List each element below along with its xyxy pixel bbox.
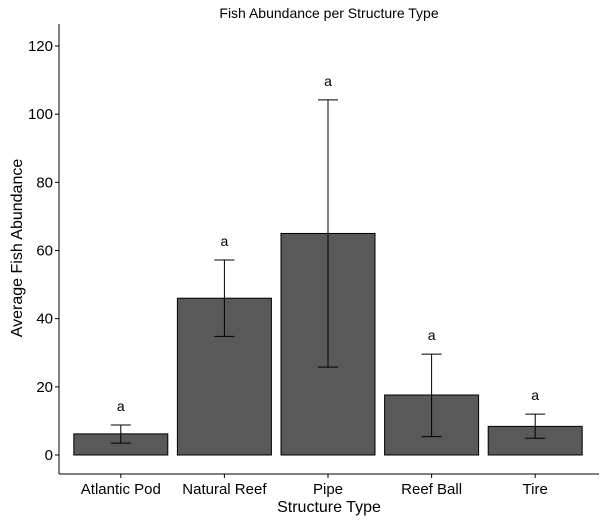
chart-title: Fish Abundance per Structure Type — [219, 5, 438, 21]
significance-label: a — [117, 398, 125, 414]
y-axis-label: Average Fish Abundance — [9, 159, 26, 338]
axes — [58, 24, 599, 475]
y-tick-label: 40 — [36, 311, 53, 328]
tick-labels: 0 20 40 60 80 100 120 Atlantic Pod Natural Reef P… — [28, 38, 548, 498]
significance-label: a — [324, 73, 332, 89]
y-tick-label: 0 — [45, 447, 53, 464]
significance-label: a — [428, 327, 436, 343]
significance-labels: a a a a a — [117, 73, 539, 414]
significance-label: a — [531, 387, 539, 403]
y-tick-label: 20 — [36, 379, 53, 396]
x-tick-label: Reef Ball — [401, 481, 462, 498]
x-tick-label: Pipe — [313, 481, 343, 498]
x-tick-label: Atlantic Pod — [81, 481, 161, 498]
x-axis-label: Structure Type — [277, 499, 381, 516]
x-tick-label: Tire — [523, 481, 548, 498]
x-tick-label: Natural Reef — [182, 481, 267, 498]
y-tick-label: 120 — [28, 38, 53, 55]
significance-label: a — [221, 233, 229, 249]
y-tick-label: 100 — [28, 106, 53, 123]
y-tick-label: 60 — [36, 243, 53, 260]
error-bars — [110, 99, 546, 444]
y-tick-label: 80 — [36, 174, 53, 191]
